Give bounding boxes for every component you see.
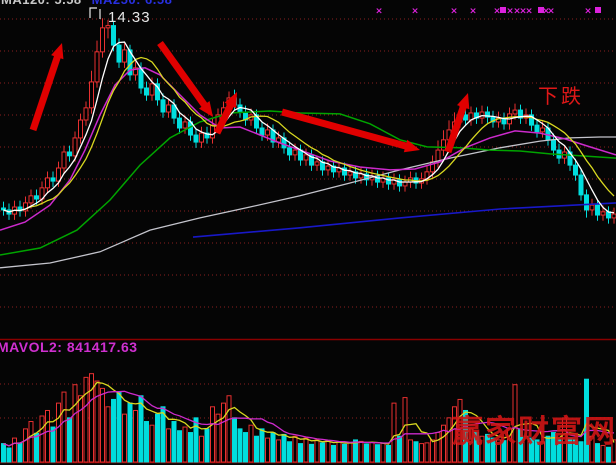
svg-text:×: × — [525, 7, 533, 17]
trend-arrows-layer — [29, 40, 470, 154]
ma250-value-label: MA250: 6.58 — [92, 0, 173, 7]
svg-text:×: × — [584, 7, 592, 17]
ma-indicator-labels: MA120: 5.58 MA250: 6.58 — [1, 0, 172, 6]
svg-text:×: × — [450, 7, 458, 17]
svg-text:×: × — [375, 7, 383, 17]
ma-lines-layer — [0, 41, 616, 269]
svg-text:×: × — [547, 7, 555, 17]
svg-text:×: × — [506, 7, 514, 17]
svg-text:×: × — [513, 7, 521, 17]
peak-marker — [89, 7, 101, 19]
mavol-value-label: MAVOL2: 841417.63 — [0, 339, 138, 355]
watermark-text: 赢家财富网 — [452, 414, 616, 449]
gridlines-layer — [0, 18, 616, 464]
svg-text:×: × — [493, 7, 501, 17]
mavol-lines-layer — [3, 381, 615, 447]
ma120-value-label: MA120: 5.58 — [1, 0, 82, 7]
svg-text:×: × — [411, 7, 419, 17]
svg-text:×: × — [469, 7, 477, 17]
svg-text:×: × — [519, 7, 527, 17]
svg-text:×: × — [542, 7, 550, 17]
peak-price-label: 14.33 — [108, 9, 151, 26]
event-markers-layer: × × × × × × ××× ×× × — [375, 7, 601, 17]
decline-annotation: 下跌 — [538, 86, 584, 108]
volume-bars-layer — [1, 373, 616, 463]
